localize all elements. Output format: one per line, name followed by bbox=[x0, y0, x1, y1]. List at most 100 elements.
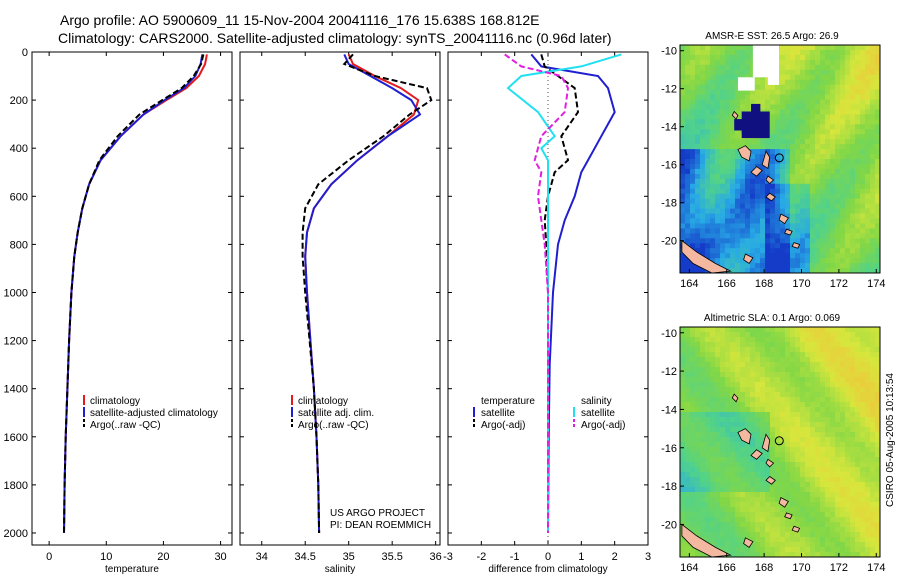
map-cell bbox=[830, 492, 836, 498]
map-cell bbox=[800, 243, 806, 249]
map-cell bbox=[795, 357, 801, 363]
map-cell bbox=[790, 542, 796, 548]
map-cell bbox=[840, 352, 846, 358]
map-cell bbox=[795, 129, 801, 135]
map-cell bbox=[730, 243, 736, 249]
map-cell bbox=[740, 337, 746, 343]
map-cell bbox=[680, 119, 686, 125]
map-cell bbox=[710, 163, 716, 170]
map-cell bbox=[875, 347, 881, 353]
map-cell bbox=[700, 129, 706, 135]
map-cell bbox=[835, 372, 841, 378]
map-cell bbox=[815, 99, 821, 105]
map-cell bbox=[835, 163, 841, 170]
map-cell bbox=[785, 337, 791, 343]
map-cell bbox=[780, 89, 786, 95]
map-cell bbox=[690, 392, 696, 398]
map-cell bbox=[790, 178, 796, 185]
map-cell bbox=[815, 84, 821, 91]
map-cell bbox=[830, 332, 836, 338]
map-cell bbox=[735, 233, 741, 239]
map-cell bbox=[735, 243, 741, 249]
map-cell bbox=[700, 362, 706, 368]
map-cell bbox=[740, 193, 746, 200]
map-cell bbox=[875, 104, 881, 110]
map-cell bbox=[845, 517, 851, 523]
map-cell bbox=[825, 487, 831, 493]
map-cell bbox=[765, 208, 771, 214]
map-cell bbox=[805, 218, 811, 224]
map-cell bbox=[830, 397, 836, 403]
map-cell bbox=[790, 477, 796, 483]
map-cell bbox=[750, 347, 756, 353]
map-cell bbox=[750, 49, 756, 56]
map-cell bbox=[740, 203, 746, 209]
map-cell bbox=[810, 124, 816, 130]
map-cell bbox=[870, 54, 876, 61]
map-cell bbox=[750, 99, 756, 105]
map-cell bbox=[850, 342, 856, 348]
map-cell bbox=[775, 467, 781, 473]
map-cell bbox=[725, 332, 731, 338]
map-cell bbox=[820, 253, 826, 259]
map-cell bbox=[735, 198, 741, 205]
map-cell bbox=[685, 492, 691, 498]
map-cell bbox=[805, 104, 811, 110]
map-cell bbox=[750, 213, 756, 219]
map-cell bbox=[775, 129, 781, 135]
map-cell bbox=[725, 347, 731, 353]
map-cell bbox=[780, 45, 786, 51]
map-cell bbox=[710, 352, 716, 358]
map-cell bbox=[865, 69, 871, 76]
map-cell bbox=[760, 263, 766, 269]
map-cell bbox=[870, 243, 876, 249]
map-cell bbox=[790, 467, 796, 473]
map-cell bbox=[810, 168, 816, 175]
map-cell bbox=[830, 228, 836, 234]
map-cell bbox=[855, 258, 861, 264]
map-cell bbox=[865, 258, 871, 264]
map-cell bbox=[730, 437, 736, 443]
map-cell bbox=[810, 392, 816, 398]
map-cell bbox=[815, 124, 821, 130]
map-cell bbox=[685, 507, 691, 513]
map-cell bbox=[820, 203, 826, 209]
map-cell bbox=[680, 94, 686, 100]
map-cell bbox=[730, 59, 736, 66]
map-cell bbox=[840, 119, 846, 125]
map-cell bbox=[705, 357, 711, 363]
map-cell bbox=[865, 462, 871, 468]
map-cell bbox=[860, 238, 866, 244]
map-cell bbox=[735, 188, 741, 195]
map-cell bbox=[780, 407, 786, 413]
map-cell bbox=[875, 387, 881, 393]
map-cell bbox=[825, 114, 831, 120]
map-cell bbox=[815, 45, 821, 51]
map-cell bbox=[685, 362, 691, 368]
map-cell bbox=[810, 238, 816, 244]
map-cell bbox=[785, 447, 791, 453]
map-cell bbox=[745, 392, 751, 398]
map-cell bbox=[735, 109, 741, 115]
map-cell bbox=[830, 447, 836, 453]
map-cell bbox=[685, 342, 691, 348]
map-cell bbox=[760, 203, 766, 209]
map-cell bbox=[805, 382, 811, 388]
map-cell bbox=[715, 482, 721, 488]
map-cell bbox=[750, 238, 756, 244]
map-cell bbox=[780, 119, 786, 125]
map-cell bbox=[855, 387, 861, 393]
map-cell bbox=[840, 462, 846, 468]
map-cell bbox=[845, 119, 851, 125]
map-cell bbox=[735, 377, 741, 383]
map-cell bbox=[710, 49, 716, 56]
map-cell bbox=[740, 452, 746, 458]
map-cell bbox=[805, 447, 811, 453]
map-cell bbox=[720, 168, 726, 175]
map-cell bbox=[820, 377, 826, 383]
map-cell bbox=[755, 193, 761, 200]
map-cell bbox=[720, 223, 726, 229]
map-cell bbox=[875, 377, 881, 383]
map-cell bbox=[765, 337, 771, 343]
map-cell bbox=[690, 507, 696, 513]
